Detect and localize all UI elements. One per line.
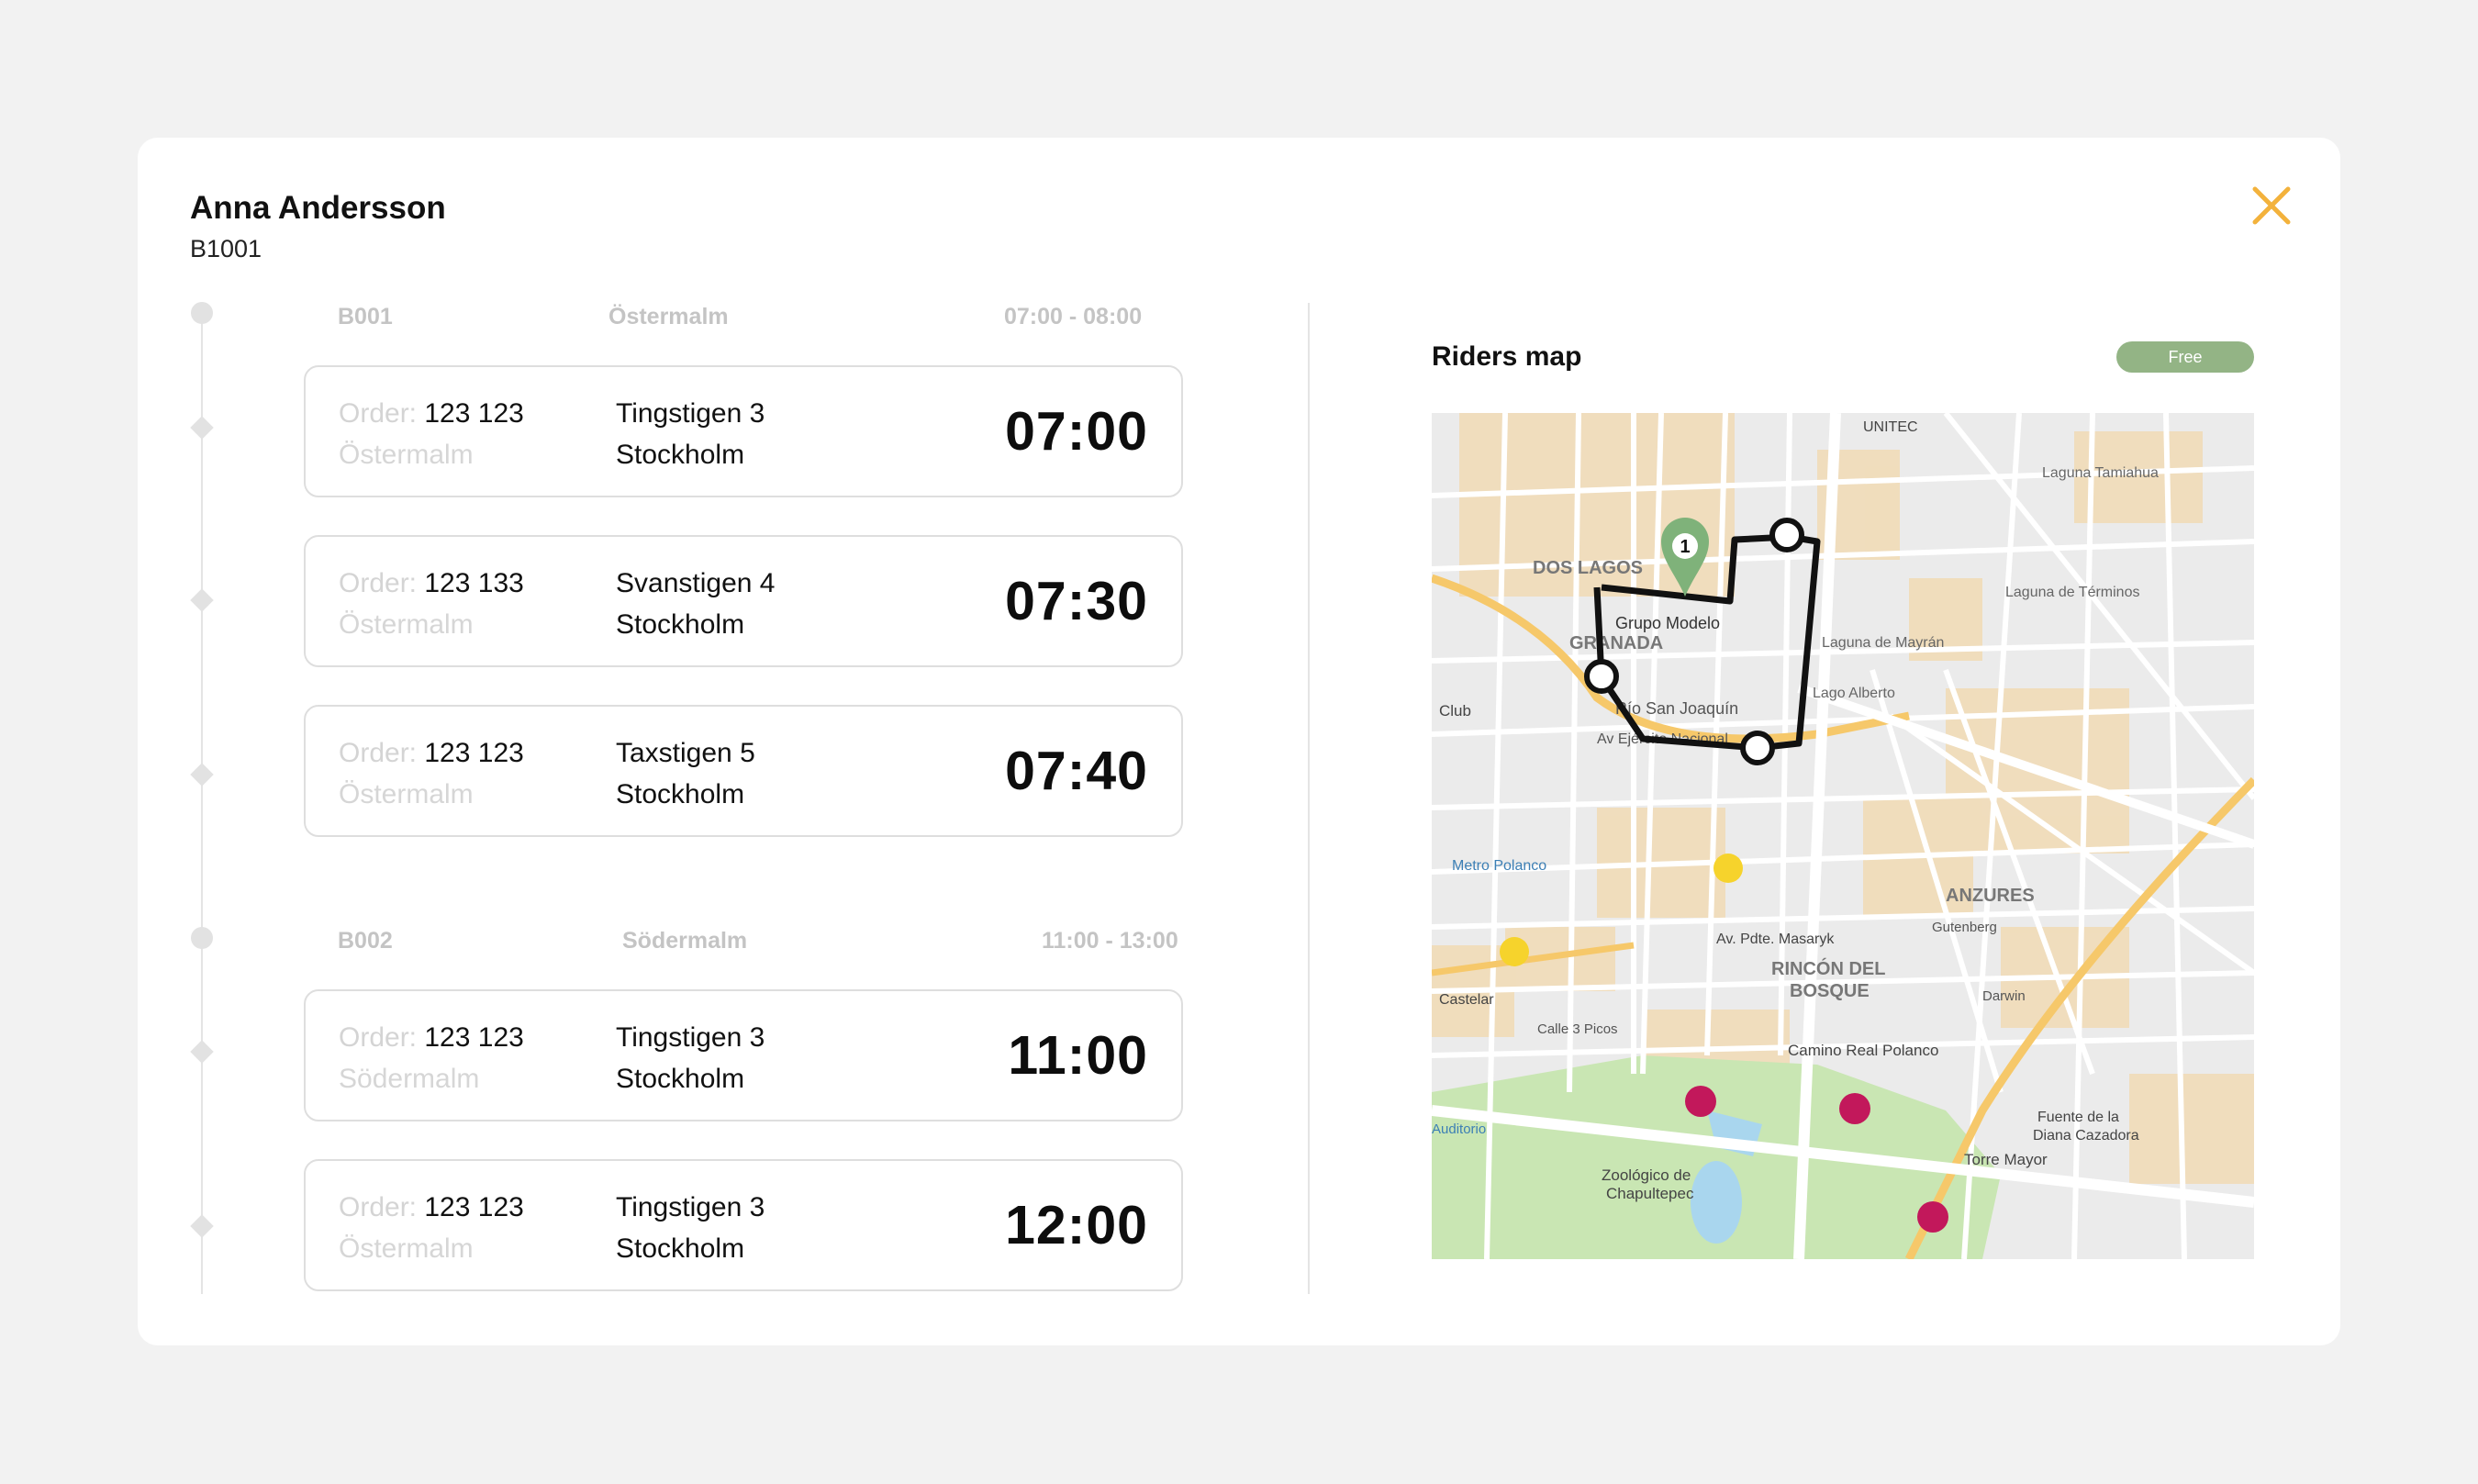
map-label-darwin: Darwin	[1982, 988, 2026, 1004]
map-label-chapultepec: Chapultepec	[1606, 1185, 1694, 1202]
order-street: Svanstigen 4	[616, 568, 776, 598]
map-label-laguna-tamiahua: Laguna Tamiahua	[2042, 465, 2159, 481]
order-time: 07:30	[1005, 571, 1148, 631]
map-label-anzures: ANZURES	[1946, 886, 2035, 906]
order-area: Östermalm	[339, 609, 474, 640]
riders-map[interactable]: DOS LAGOS GRANADA Grupo Modelo ANZURES R…	[1432, 413, 2254, 1259]
order-city: Stockholm	[616, 1233, 745, 1264]
route-stop-marker[interactable]	[1584, 659, 1619, 694]
order-area: Östermalm	[339, 1233, 474, 1264]
order-label: Order:	[339, 398, 418, 429]
order-card[interactable]: Order: 123 123 Östermalm Tingstigen 3 St…	[304, 365, 1183, 497]
timeline-group-dot	[191, 927, 213, 949]
order-card[interactable]: Order: 123 123 Östermalm Tingstigen 3 St…	[304, 1159, 1183, 1291]
order-label: Order:	[339, 1192, 418, 1222]
route-stop-marker[interactable]	[1769, 518, 1804, 552]
order-area: Östermalm	[339, 440, 474, 470]
order-time: 07:40	[1005, 741, 1148, 801]
order-area: Södermalm	[339, 1064, 480, 1094]
rider-name: Anna Andersson	[190, 190, 446, 226]
map-label-bosque: BOSQUE	[1790, 981, 1870, 1001]
order-label: Order:	[339, 1022, 418, 1053]
map-label-unitec: UNITEC	[1863, 419, 1918, 435]
map-label-laguna-terminos: Laguna de Términos	[2005, 585, 2139, 600]
close-icon[interactable]	[2249, 184, 2294, 228]
restaurant-marker[interactable]	[1713, 854, 1743, 883]
map-label-rio-san-joaquin: Río San Joaquín	[1615, 699, 1738, 718]
map-title: Riders map	[1432, 341, 1582, 372]
order-street: Tingstigen 3	[616, 1022, 765, 1053]
group-area: Södermalm	[622, 928, 748, 954]
order-street: Tingstigen 3	[616, 398, 765, 429]
map-label-diana: Diana Cazadora	[2033, 1128, 2139, 1144]
rider-id: B1001	[190, 235, 262, 262]
map-label-rincon: RINCÓN DEL	[1771, 957, 1885, 979]
group-area: Östermalm	[608, 304, 729, 329]
group-code: B002	[338, 928, 393, 954]
map-label-lago-alberto: Lago Alberto	[1813, 686, 1895, 701]
order-street: Tingstigen 3	[616, 1192, 765, 1222]
map-label-grupo-modelo: Grupo Modelo	[1615, 614, 1720, 632]
map-label-gutenberg: Gutenberg	[1932, 920, 1997, 935]
order-card[interactable]: Order: 123 123 Östermalm Taxstigen 5 Sto…	[304, 705, 1183, 837]
order-city: Stockholm	[616, 779, 745, 809]
map-label-dos-lagos: DOS LAGOS	[1533, 558, 1643, 578]
order-label: Order:	[339, 568, 418, 598]
order-time: 07:00	[1005, 401, 1148, 462]
timeline-group-dot	[191, 302, 213, 324]
timeline-line	[201, 312, 203, 1294]
order-number: 123 123	[424, 398, 524, 429]
order-number: 123 123	[424, 1022, 524, 1053]
order-number: 123 123	[424, 1192, 524, 1222]
route-stop-marker[interactable]	[1740, 731, 1775, 765]
order-street: Taxstigen 5	[616, 738, 755, 768]
order-number: 123 133	[424, 568, 524, 598]
map-label-club: Club	[1439, 702, 1471, 720]
route-line	[1593, 533, 1821, 752]
map-label-zoologico: Zoológico de	[1602, 1166, 1691, 1184]
map-label-castelar: Castelar	[1439, 992, 1494, 1008]
order-city: Stockholm	[616, 440, 745, 470]
panel-divider	[1308, 303, 1310, 1294]
map-label-auditorio: Auditorio	[1432, 1121, 1486, 1137]
map-label-metro-polanco: Metro Polanco	[1452, 858, 1546, 874]
group-code: B001	[338, 304, 393, 329]
order-label: Order:	[339, 738, 418, 768]
order-time: 11:00	[1008, 1025, 1148, 1086]
order-area: Östermalm	[339, 779, 474, 809]
order-card[interactable]: Order: 123 133 Östermalm Svanstigen 4 St…	[304, 535, 1183, 667]
map-label-fuente: Fuente de la	[2037, 1110, 2119, 1125]
status-badge: Free	[2116, 341, 2254, 373]
map-label-granada: GRANADA	[1569, 633, 1663, 653]
order-city: Stockholm	[616, 1064, 745, 1094]
order-number: 123 123	[424, 738, 524, 768]
order-city: Stockholm	[616, 609, 745, 640]
restaurant-marker[interactable]	[1500, 937, 1529, 966]
map-label-calle-3-picos: Calle 3 Picos	[1537, 1021, 1618, 1037]
museum-marker[interactable]	[1685, 1086, 1716, 1117]
map-label-laguna-mayran: Laguna de Mayrán	[1822, 635, 1944, 651]
group-time-window: 11:00 - 13:00	[1042, 928, 1178, 954]
group-time-window: 07:00 - 08:00	[1004, 304, 1143, 329]
order-time: 12:00	[1005, 1195, 1148, 1255]
museum-marker[interactable]	[1839, 1093, 1870, 1124]
map-label-torre-mayor: Torre Mayor	[1964, 1151, 2048, 1168]
order-card[interactable]: Order: 123 123 Södermalm Tingstigen 3 St…	[304, 989, 1183, 1121]
pin-number: 1	[1680, 537, 1690, 557]
map-label-av-masaryk: Av. Pdte. Masaryk	[1716, 932, 1835, 947]
museum-marker[interactable]	[1917, 1201, 1948, 1233]
map-label-camino-real: Camino Real Polanco	[1788, 1042, 1938, 1059]
